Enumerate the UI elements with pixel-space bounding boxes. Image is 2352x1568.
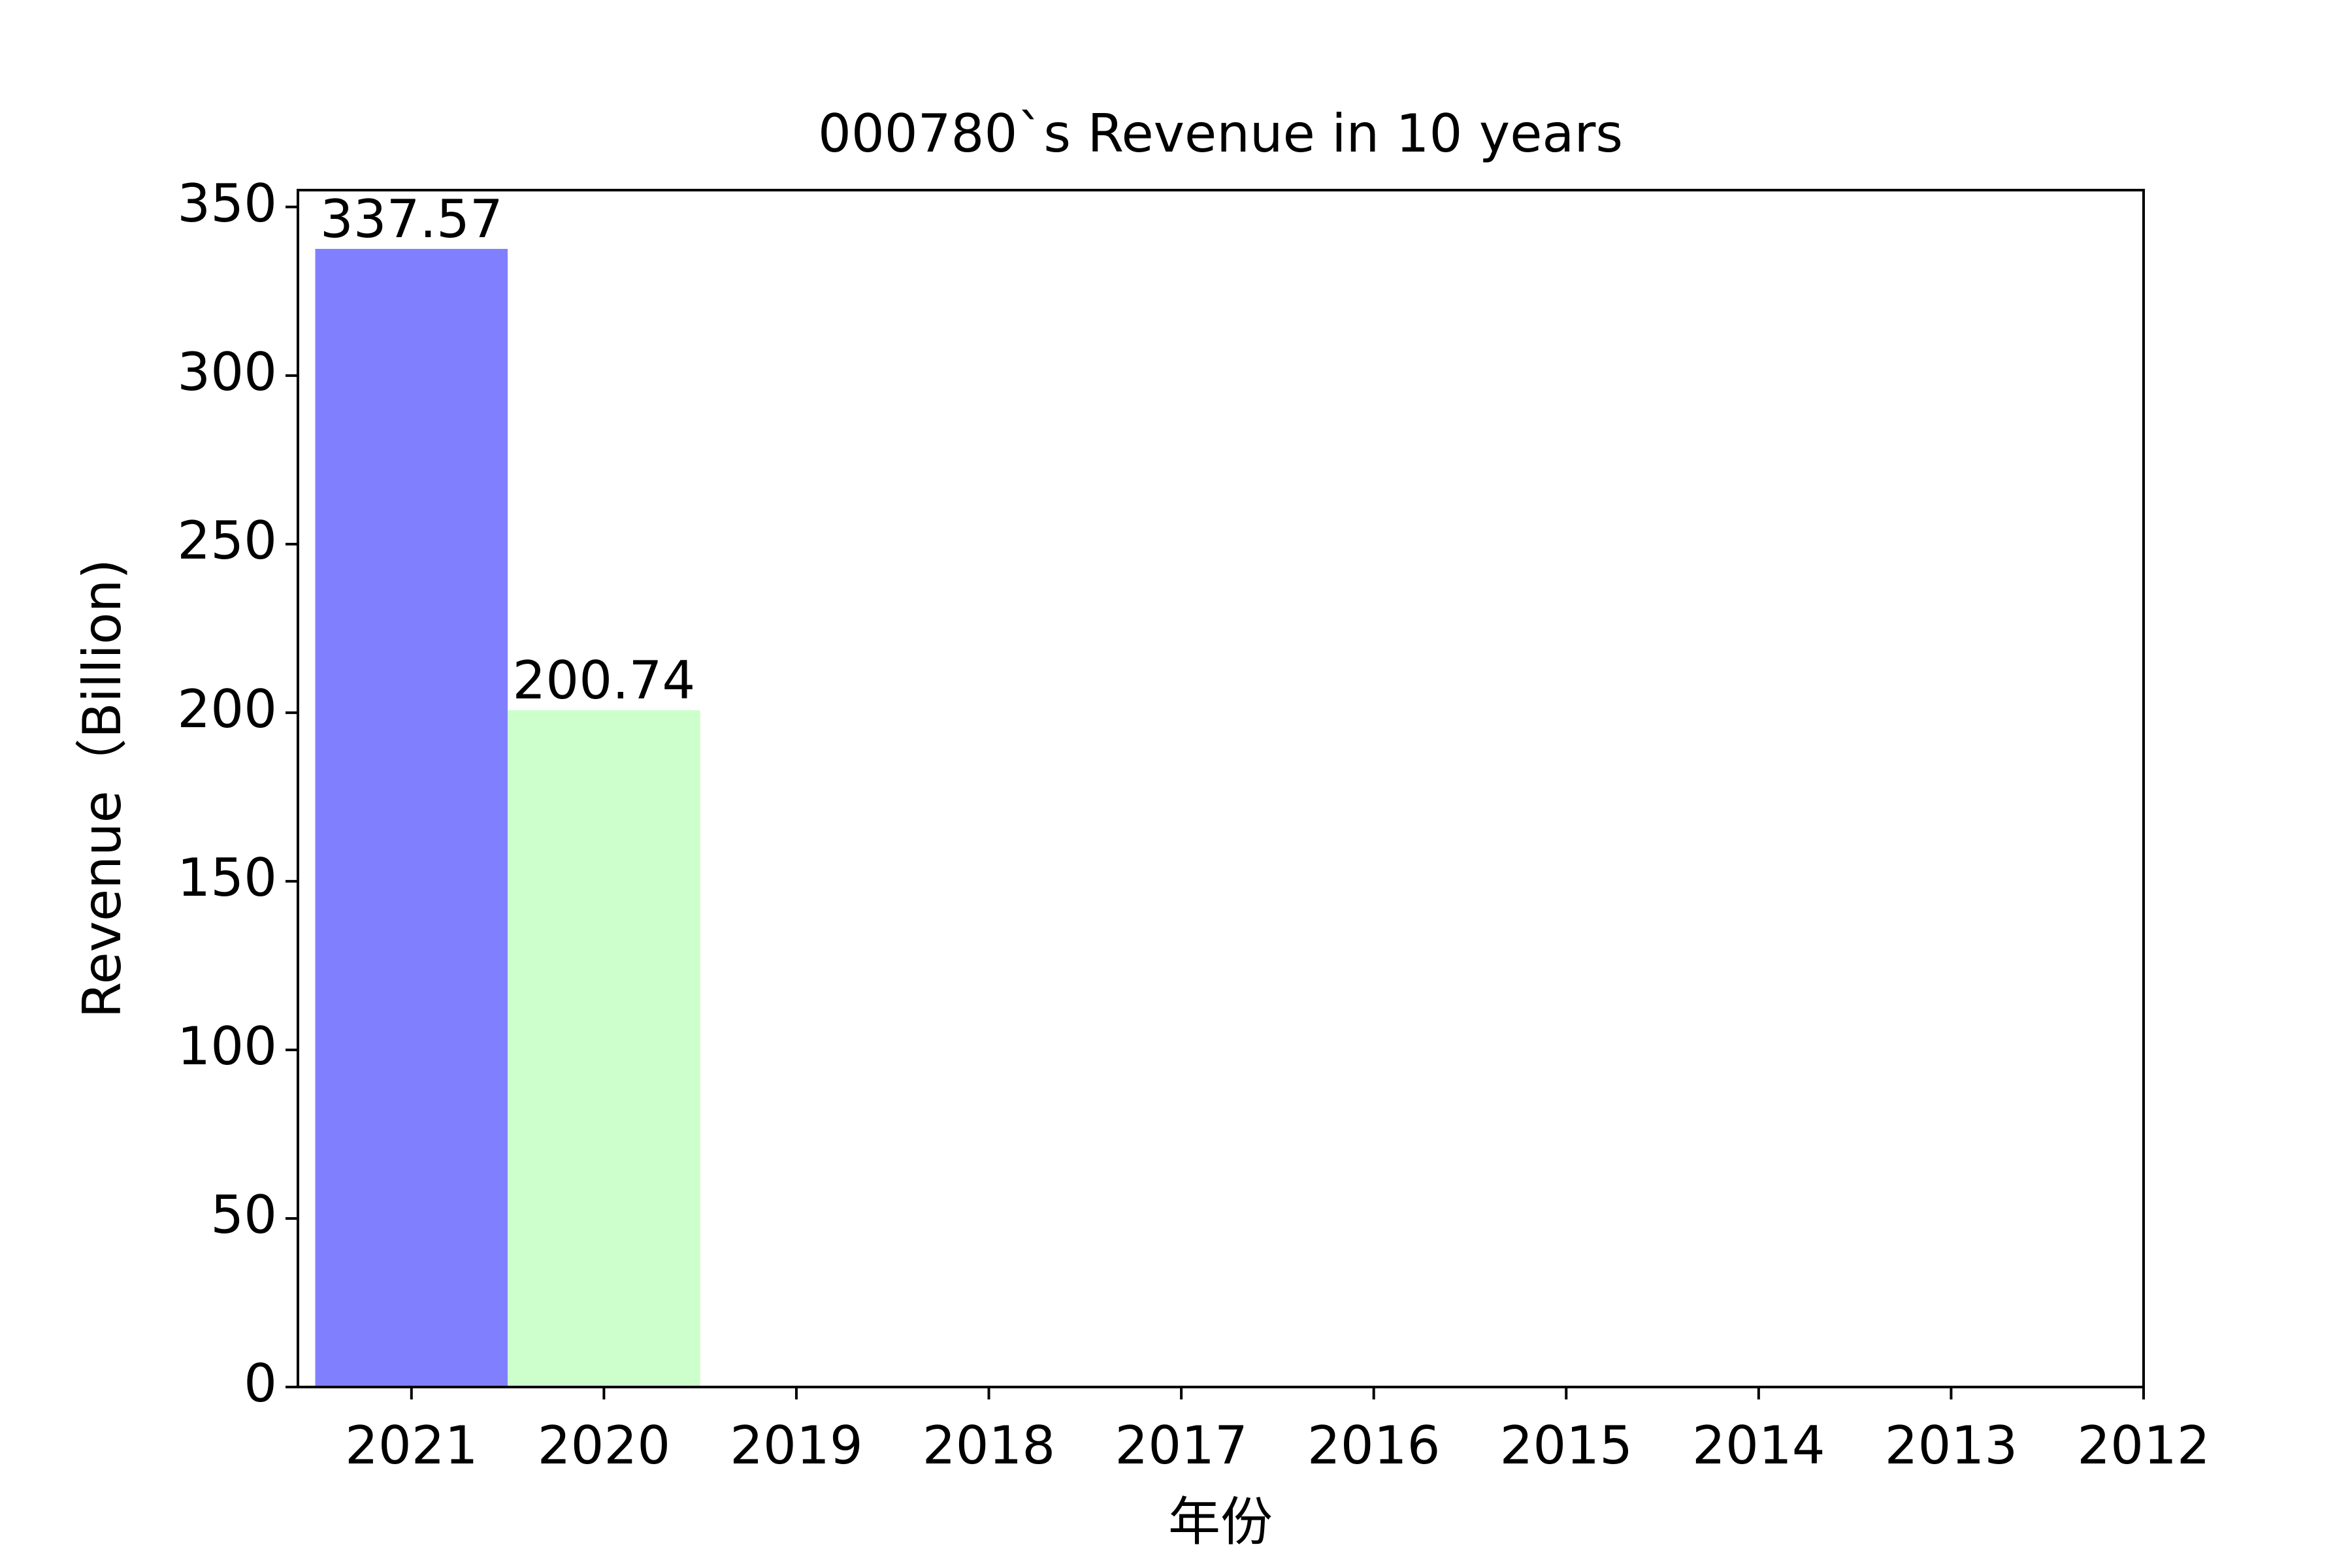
x-tick-label: 2013 (1885, 1415, 2018, 1476)
y-tick-label: 350 (177, 173, 277, 234)
y-tick-label: 150 (177, 847, 277, 908)
value-label: 337.57 (320, 189, 503, 250)
x-tick-label: 2021 (345, 1415, 478, 1476)
x-tick-label: 2017 (1115, 1415, 1248, 1476)
x-tick-label: 2015 (1499, 1415, 1633, 1476)
x-tick-label: 2014 (1692, 1415, 1825, 1476)
y-tick-label: 0 (244, 1353, 277, 1414)
bar (508, 710, 700, 1387)
y-tick-label: 100 (177, 1016, 277, 1077)
value-label: 200.74 (512, 650, 695, 711)
plot-frame (297, 189, 2145, 1388)
y-tick-label: 200 (177, 679, 277, 740)
x-tick-label: 2018 (923, 1415, 1056, 1476)
y-tick-label: 250 (177, 510, 277, 571)
y-tick-label: 50 (210, 1184, 277, 1245)
bar (315, 248, 508, 1387)
x-tick-label: 2019 (730, 1415, 863, 1476)
chart-title: 000780`s Revenue in 10 years (818, 103, 1623, 164)
y-tick-label: 300 (177, 342, 277, 402)
x-tick-label: 2016 (1307, 1415, 1441, 1476)
x-tick-label: 2020 (538, 1415, 671, 1476)
x-tick-label: 2012 (2077, 1415, 2210, 1476)
x-axis-label: 年份 (1168, 1492, 1273, 1552)
y-axis-label: Revenue（Billion) (72, 559, 133, 1018)
